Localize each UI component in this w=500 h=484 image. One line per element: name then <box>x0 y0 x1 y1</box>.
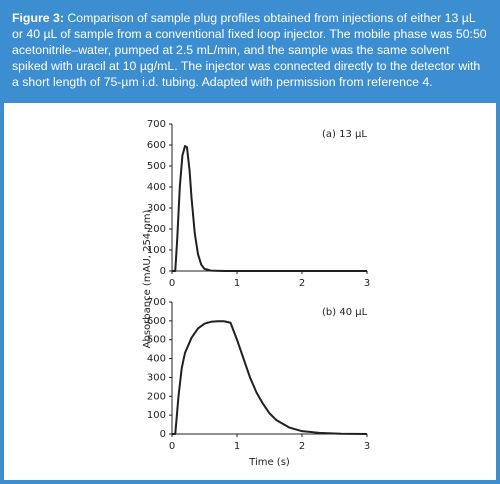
x-axis-label: Time (s) <box>248 457 290 468</box>
y-axis-label: Absorbance (mAU, 254 nm) <box>142 210 153 349</box>
x-tick-label: 0 <box>169 441 175 452</box>
y-tick-label: 500 <box>147 335 166 346</box>
annotation: (a) 13 µL <box>322 129 367 140</box>
x-tick-label: 2 <box>299 441 305 452</box>
y-tick-label: 200 <box>147 224 166 235</box>
y-tick-label: 0 <box>160 266 166 277</box>
caption: Figure 3: Comparison of sample plug prof… <box>4 4 496 103</box>
caption-text: Comparison of sample plug profiles obtai… <box>12 11 487 89</box>
y-tick-label: 100 <box>147 245 166 256</box>
y-tick-label: 600 <box>147 140 166 151</box>
y-tick-label: 100 <box>147 410 166 421</box>
caption-label: Figure 3: <box>12 11 64 25</box>
x-tick-label: 0 <box>169 278 175 289</box>
y-tick-label: 400 <box>147 354 166 365</box>
y-tick-label: 0 <box>160 429 166 440</box>
annotation: (b) 40 µL <box>322 307 368 318</box>
y-tick-label: 500 <box>147 161 166 172</box>
x-tick-label: 3 <box>364 441 370 452</box>
data-line <box>172 320 368 435</box>
x-tick-label: 1 <box>234 278 240 289</box>
y-tick-label: 300 <box>147 372 166 383</box>
y-tick-label: 200 <box>147 391 166 402</box>
x-tick-label: 2 <box>299 278 305 289</box>
y-tick-label: 700 <box>147 297 166 308</box>
y-tick-label: 700 <box>147 119 166 130</box>
y-tick-label: 600 <box>147 316 166 327</box>
x-tick-label: 1 <box>234 441 240 452</box>
y-tick-label: 300 <box>147 203 166 214</box>
data-line <box>172 145 367 272</box>
y-tick-label: 400 <box>147 182 166 193</box>
x-tick-label: 3 <box>364 278 370 289</box>
